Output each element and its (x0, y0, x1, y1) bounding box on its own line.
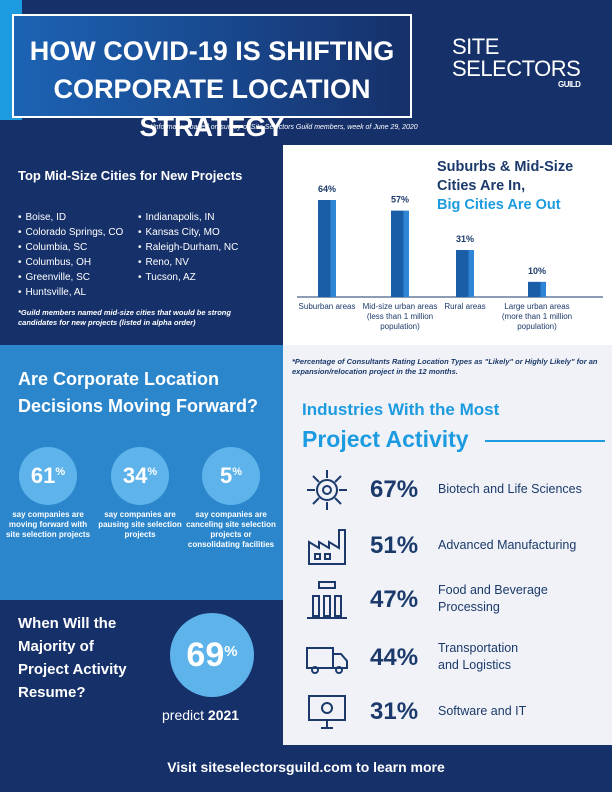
predict-text: predict (162, 707, 205, 723)
city: Colorado Springs, CO (18, 225, 124, 240)
icon-biotech (307, 470, 347, 510)
city: Kansas City, MO (138, 225, 238, 240)
industries-title: Project Activity (302, 426, 469, 452)
logo-line: SELECTORS (452, 56, 581, 81)
city: Huntsville, AL (18, 285, 123, 300)
stat-number: 34 (122, 463, 148, 488)
logo-line: GUILD (557, 80, 581, 89)
title: HOW COVID-19 IS SHIFTING CORPORATE LOCAT… (14, 32, 410, 146)
stat-unit: % (232, 466, 243, 478)
city: Greenville, SC (18, 270, 123, 285)
rule (485, 440, 605, 442)
industry-percent: 51% (370, 532, 419, 559)
category-label: Suburban areas (298, 302, 356, 311)
icon-food (307, 581, 347, 619)
stat-circle: 61% (19, 447, 77, 505)
predict-year: 2021 (207, 707, 240, 723)
stat-unit: % (147, 466, 158, 478)
city: Columbia, SC (18, 240, 123, 255)
category-label: Rural areas (444, 302, 486, 311)
industry-label: Food and Beverage Processing (438, 583, 548, 614)
icon-transport (306, 647, 348, 674)
city-list: Boise, ID Colorado Springs, CO Columbia,… (18, 210, 124, 300)
footnote: *Information based on survey of Site Sel… (150, 124, 418, 131)
city: Boise, ID (18, 210, 123, 225)
stat-unit: % (55, 466, 66, 478)
question-line: Resume? (18, 684, 86, 701)
industry-percent: 31% (370, 698, 419, 725)
chart-title: Suburbs & Mid-Size Cities Are In, Big Ci… (437, 158, 573, 215)
icon-manufacturing (308, 529, 346, 565)
chart-title-line: Suburbs & Mid-Size (437, 159, 574, 175)
industry-percent: 44% (370, 644, 419, 671)
chart-title-line: Cities Are In, (437, 178, 526, 194)
resume-question: When Will the Majority of Project Activi… (18, 612, 127, 704)
industry-label: Advanced Manufacturing (438, 538, 577, 552)
footer-text: Visit siteselectorsguild.com to learn mo… (167, 759, 445, 775)
resume-predict: predict 2021 (162, 707, 239, 723)
bar (391, 210, 409, 297)
value-label: 57% (391, 195, 409, 205)
city-list: Indianapolis, IN Kansas City, MO Raleigh… (138, 210, 239, 285)
city: Columbus, OH (18, 255, 123, 270)
resume-circle: 69% (170, 613, 254, 697)
bar (528, 281, 546, 297)
resume-number: 69 (186, 635, 225, 674)
industry-label: Biotech and Life Sciences (438, 482, 582, 496)
chart-title-highlight: Big Cities Are Out (437, 197, 561, 213)
question-line: Majority of (18, 638, 94, 655)
cities-title: Top Mid-Size Cities for New Projects (18, 168, 243, 183)
title-line: HOW COVID-19 IS SHIFTING (29, 36, 395, 66)
city: Reno, NV (138, 255, 238, 270)
value-label: 31% (456, 234, 474, 244)
stat-circle: 5% (202, 447, 260, 505)
stat-text: say companies are canceling site selecti… (186, 510, 276, 549)
category-label: Large urban areas (more than 1 million p… (501, 302, 573, 331)
value-label: 64% (318, 184, 336, 194)
industry-label: Software and IT (438, 704, 527, 718)
title-line: CORPORATE LOCATION STRATEGY (53, 74, 371, 142)
bar (318, 200, 336, 297)
bar-chart: 64% 57% 31% 10% (297, 184, 603, 298)
stat-number: 5 (219, 463, 233, 488)
chart-note: *Percentage of Consultants Rating Locati… (292, 357, 598, 376)
footer (0, 745, 612, 792)
icon-software (308, 695, 346, 729)
decisions-title-line: Decisions Moving Forward? (18, 396, 259, 416)
value-label: 10% (528, 266, 546, 276)
cities-note: *Guild members named mid-size cities tha… (18, 308, 231, 327)
industries-title: Industries With the Most (302, 400, 500, 419)
city: Raleigh-Durham, NC (138, 240, 239, 255)
stat-text: say companies are pausing site selection… (98, 510, 182, 539)
bar (456, 250, 474, 297)
question-line: Project Activity (18, 661, 127, 678)
category-label: Mid-size urban areas (less than 1 millio… (362, 302, 438, 331)
industry-percent: 67% (370, 476, 419, 503)
logo: SITE SELECTORS GUILD (452, 34, 581, 90)
resume-unit: % (224, 642, 238, 660)
stat-number: 61 (30, 463, 56, 488)
industry-percent: 47% (370, 586, 419, 613)
question-line: When Will the (18, 615, 117, 632)
title-box (12, 14, 412, 118)
stat-text: say companies are moving forward with si… (5, 510, 91, 539)
city: Tucson, AZ (138, 270, 238, 285)
chart-panel (283, 145, 612, 345)
stat-circle: 34% (111, 447, 169, 505)
decisions-title-line: Are Corporate Location (18, 369, 220, 389)
city: Indianapolis, IN (138, 210, 238, 225)
industry-label: Transportation and Logistics (438, 641, 519, 672)
decisions-title: Are Corporate Location Decisions Moving … (18, 366, 258, 420)
logo-line: SITE (452, 34, 499, 59)
